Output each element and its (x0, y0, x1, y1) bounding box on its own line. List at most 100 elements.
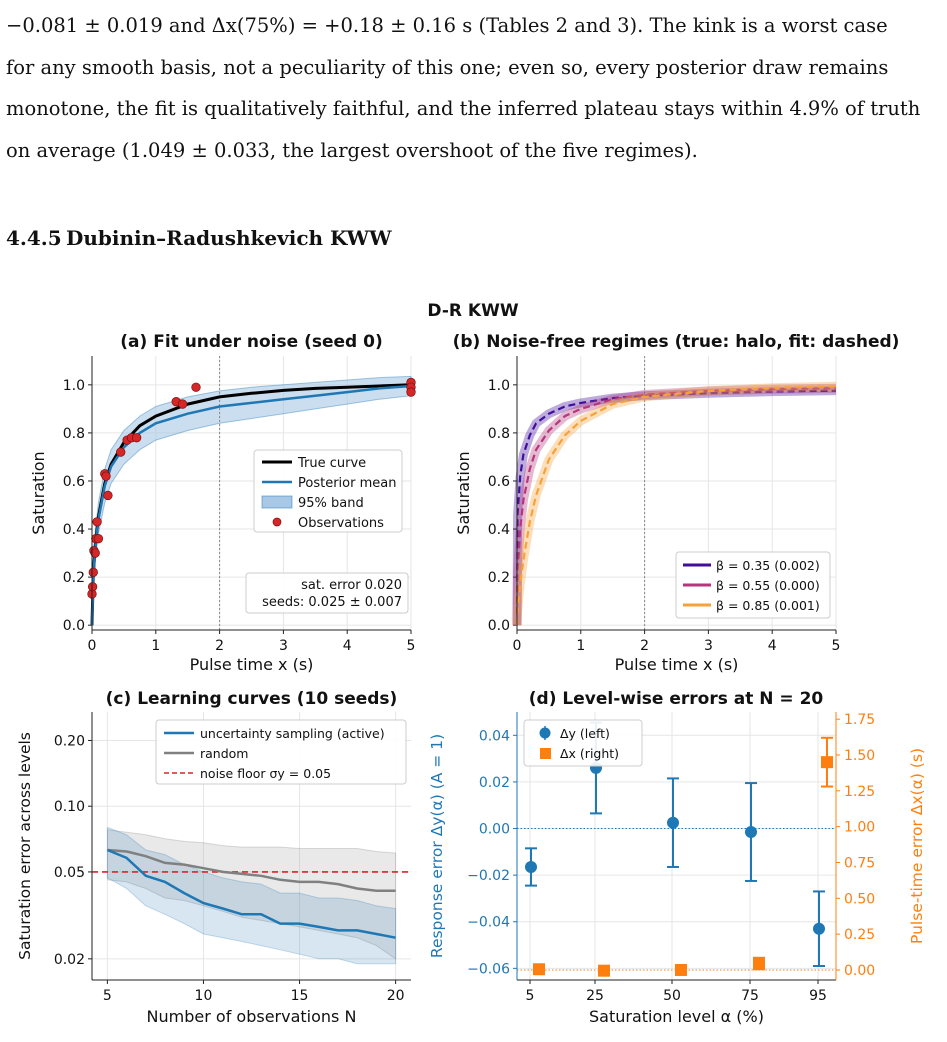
panel-a-observation-point (93, 534, 104, 544)
panel-b-xlabel: Pulse time x (s) (615, 655, 739, 674)
panel-c-active-band (106, 826, 397, 965)
panel-a-xtick-label: 2 (215, 638, 224, 654)
panel-b-ytick-label: 0.6 (488, 474, 510, 490)
panel-a-observation-point (132, 433, 142, 443)
panel-d-dy-point (813, 922, 825, 935)
panel-c-xtick-label: 20 (387, 988, 405, 1004)
panel-b-legend-label: β = 0.55 (0.000) (716, 578, 820, 593)
panel-b-xtick-label: 4 (768, 638, 777, 654)
panel-b-legend-label: β = 0.85 (0.001) (716, 598, 820, 613)
panel-a-legend (253, 449, 403, 533)
panel-a-legend-label: Observations (298, 516, 384, 531)
panel-a-observation-point (116, 447, 126, 457)
panel-d-ytick-right-label: 0.00 (844, 963, 875, 979)
panel-a-xtick-label: 1 (151, 638, 160, 654)
panel-d-ytick-left-label: 0.04 (479, 728, 510, 744)
panel-a-posterior-mean (90, 384, 412, 626)
panel-c-xtick-label: 15 (291, 988, 309, 1004)
panel-d-xtick-label: 75 (741, 988, 759, 1004)
panel-d-ytick-right-label: 1.25 (844, 784, 875, 800)
paragraph-line: for any smooth basis, not a peculiarity … (6, 56, 889, 79)
panel-b-xtick-label: 5 (832, 638, 841, 654)
panel-a-annotation-box (245, 572, 409, 614)
section-heading: 4.4.5 Dubinin–Radushkevich KWW (6, 226, 392, 250)
panel-c-active-line (106, 848, 396, 939)
panel-a-ytick-label: 0.0 (63, 618, 85, 634)
panel-b-ytick-label: 0.4 (488, 522, 510, 538)
panel-b-xtick-label: 3 (704, 638, 713, 654)
paragraph-line: monotone, the fit is qualitatively faith… (6, 97, 921, 120)
panel-b-xtick-label: 2 (640, 638, 649, 654)
panel-d-ytick-left-label: −0.02 (467, 868, 510, 884)
panel-c-ylabel: Saturation error across levels (16, 732, 34, 960)
panel-a-observation-point (90, 548, 100, 558)
panel-a-title: (a) Fit under noise (seed 0) (120, 332, 382, 352)
panel-c-ytick-label: 0.05 (54, 865, 85, 881)
panel-a-ytick-label: 0.4 (63, 522, 85, 538)
panel-d-ytick-right-label: 1.50 (844, 748, 875, 764)
panel-a-observation-point (406, 387, 416, 397)
panel-d-ytick-right-label: 1.00 (844, 820, 875, 836)
panel-d-dx-point (675, 963, 687, 976)
panel-b-ytick-label: 0.2 (488, 570, 510, 586)
panel-b-ytick-label: 0.0 (488, 618, 510, 634)
panel-d-dx-point (753, 957, 765, 970)
legend-95-band-swatch (261, 495, 293, 509)
panel-a-ylabel: Saturation (29, 451, 48, 534)
panel-d-ylabel-right: Pulse-time error Δx(α) (s) (908, 748, 926, 944)
panel-d-ytick-left-label: −0.06 (467, 961, 510, 977)
figure-suptitle: D-R KWW (427, 301, 518, 321)
panel-a-ytick-label: 0.8 (63, 426, 85, 442)
panel-d-ytick-left-label: −0.04 (467, 915, 510, 931)
panel-b-ylabel: Saturation (454, 451, 473, 534)
panel-a-xtick-label: 4 (343, 638, 352, 654)
panel-d-dy-point (525, 860, 537, 873)
panel-d-dx-point (821, 756, 833, 769)
panel-d-legend-label: Δy (left) (560, 726, 610, 741)
panel-d-legend (523, 719, 643, 767)
panel-a-xlabel: Pulse time x (s) (190, 655, 314, 674)
panel-a-legend-label: True curve (297, 456, 366, 471)
panel-d-xlabel: Saturation level α (%) (589, 1007, 764, 1026)
panel-d-dx-point (533, 963, 545, 976)
panel-a-observation-point (177, 399, 188, 409)
panel-c-legend-label: noise floor σy = 0.05 (200, 766, 331, 781)
panel-b-legend-label: β = 0.35 (0.002) (716, 558, 820, 573)
panel-b-ytick-label: 1.0 (488, 378, 510, 394)
panel-d-legend-dx-swatch (540, 748, 551, 759)
panel-d-ytick-right-label: 1.75 (844, 712, 875, 728)
panel-c-xtick-label: 5 (103, 988, 112, 1004)
panel-c-ytick-label: 0.02 (54, 952, 85, 968)
panel-d-legend-label: Δx (right) (560, 746, 619, 761)
panel-a-annotation-line: sat. error 0.020 (301, 578, 402, 593)
panel-d-ytick-right-label: 0.25 (844, 927, 875, 943)
panel-c-xlabel: Number of observations N (147, 1007, 357, 1026)
panel-c-legend-label: random (200, 746, 248, 761)
panel-a-observation-point (191, 382, 201, 392)
panel-a-observation-point (101, 471, 111, 481)
panel-d-xtick-label: 50 (663, 988, 681, 1004)
panel-b-true-halo (512, 386, 837, 626)
panel-d-ytick-right-label: 0.50 (844, 891, 875, 907)
panel-c-legend-label: uncertainty sampling (active) (200, 726, 385, 741)
panel-a-observation-point (87, 582, 98, 592)
panel-a-legend-label: Posterior mean (298, 476, 396, 491)
paragraph-line: −0.081 ± 0.019 and Δx(75%) = +0.18 ± 0.1… (6, 14, 888, 37)
panel-a-xtick-label: 5 (407, 638, 416, 654)
panel-c-title: (c) Learning curves (10 seeds) (106, 689, 398, 709)
panel-d-ytick-right-label: 0.75 (844, 855, 875, 871)
panel-a-ytick-label: 0.6 (63, 474, 85, 490)
panel-d-dy-point (667, 816, 679, 829)
panel-c-ytick-label: 0.10 (54, 799, 85, 815)
panel-b-xtick-label: 0 (513, 638, 522, 654)
panel-c-legend (155, 719, 407, 785)
panel-a-observation-point (103, 490, 113, 501)
panel-a-legend-label: 95% band (298, 496, 364, 511)
panel-b-ytick-label: 0.8 (488, 426, 510, 442)
panel-d-xtick-label: 95 (809, 988, 827, 1004)
paragraph-line: on average (1.049 ± 0.033, the largest o… (6, 139, 698, 162)
panel-d-ytick-left-label: 0.02 (479, 775, 510, 791)
panel-a-xtick-label: 0 (88, 638, 97, 654)
section-number: 4.4.5 (6, 226, 62, 250)
